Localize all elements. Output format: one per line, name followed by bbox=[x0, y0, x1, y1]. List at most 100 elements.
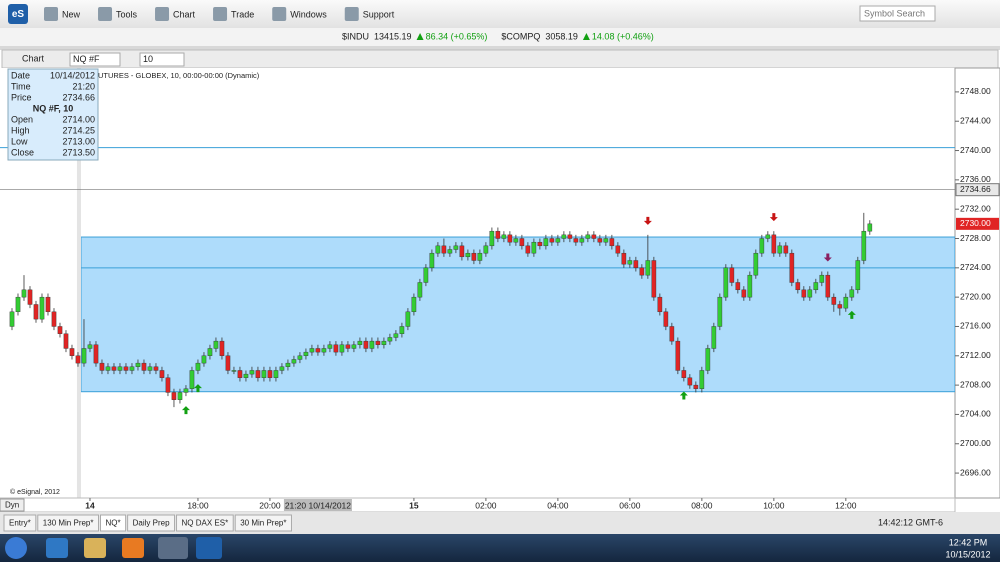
x-tick-label: 10:00 bbox=[763, 500, 785, 510]
candle-body bbox=[429, 252, 435, 269]
info-value: 10/14/2012 bbox=[50, 70, 95, 80]
toolbar-icon[interactable] bbox=[98, 7, 113, 21]
candle-body bbox=[501, 234, 507, 239]
candle-body bbox=[165, 377, 171, 393]
candle-body bbox=[261, 370, 267, 378]
toolbar-button[interactable]: Support bbox=[363, 9, 395, 19]
candle-body bbox=[579, 238, 585, 243]
candle-body bbox=[735, 282, 741, 291]
candle-body bbox=[9, 311, 15, 327]
symbol-input[interactable] bbox=[69, 52, 121, 67]
tab[interactable] bbox=[100, 514, 127, 532]
toolbar-icon[interactable] bbox=[44, 7, 58, 21]
candle-body bbox=[471, 252, 477, 261]
start-button[interactable] bbox=[5, 537, 27, 559]
candle-body bbox=[399, 326, 405, 334]
candle-body bbox=[225, 355, 231, 371]
x-tick-label: 12:00 bbox=[835, 500, 857, 510]
toolbar-button[interactable]: New bbox=[62, 9, 81, 19]
candle-body bbox=[351, 344, 357, 349]
candle-body bbox=[651, 260, 657, 298]
interval: 10 bbox=[143, 54, 153, 64]
candle-body bbox=[93, 344, 99, 364]
candle-body bbox=[387, 337, 393, 342]
symbol: NQ #F bbox=[73, 54, 100, 64]
toolbar-icon[interactable] bbox=[272, 7, 287, 21]
candle-body bbox=[273, 370, 279, 378]
window-title: Chart bbox=[22, 53, 45, 63]
y-tick-label: 2708.00 bbox=[960, 379, 991, 389]
taskbar-app[interactable] bbox=[122, 538, 144, 558]
tab-label[interactable]: NQ DAX ES* bbox=[182, 519, 229, 528]
mode-box[interactable] bbox=[0, 498, 25, 512]
candle-body bbox=[663, 311, 669, 327]
candle-body bbox=[27, 289, 33, 305]
taskbar-app[interactable] bbox=[158, 537, 188, 559]
copyright: © eSignal, 2012 bbox=[10, 488, 60, 496]
app-logo[interactable] bbox=[8, 4, 28, 24]
x-tick-label: 02:00 bbox=[475, 500, 497, 510]
tab[interactable] bbox=[127, 514, 176, 532]
tab[interactable] bbox=[176, 514, 234, 532]
info-value: 2714.00 bbox=[62, 114, 95, 124]
candle-body bbox=[249, 370, 255, 375]
tab-label[interactable]: Entry* bbox=[9, 519, 31, 528]
candle-body bbox=[669, 326, 675, 342]
toolbar-icon[interactable] bbox=[344, 7, 359, 21]
tabs: Entry* 130 Min Prep* NQ* Daily Prep NQ DAX E… bbox=[3, 514, 292, 532]
candle-body bbox=[123, 366, 129, 371]
candle-body bbox=[405, 311, 411, 327]
y-tick-label: 2748.00 bbox=[960, 86, 991, 96]
candle-body bbox=[297, 355, 303, 360]
interval-input[interactable] bbox=[139, 52, 185, 67]
taskbar-app[interactable] bbox=[84, 538, 106, 558]
candle-body bbox=[213, 340, 219, 349]
candle-body bbox=[171, 392, 177, 400]
info-value: 2713.50 bbox=[62, 147, 95, 157]
tab[interactable] bbox=[37, 514, 99, 532]
taskbar-app[interactable] bbox=[196, 537, 222, 559]
candle-body bbox=[519, 238, 525, 247]
candle-body bbox=[105, 366, 111, 371]
candle-body bbox=[135, 362, 141, 367]
toolbar-icon[interactable] bbox=[213, 7, 228, 21]
toolbar-button[interactable]: Windows bbox=[290, 9, 327, 19]
info-key: Close bbox=[11, 147, 34, 157]
tab-label[interactable]: 30 Min Prep* bbox=[240, 519, 286, 528]
candle-body bbox=[867, 223, 873, 232]
taskbar-app[interactable] bbox=[46, 538, 68, 558]
crosshair-price: 2734.66 bbox=[960, 184, 991, 194]
candle-body bbox=[33, 304, 39, 320]
candle-body bbox=[177, 392, 183, 400]
candle-body bbox=[507, 234, 513, 243]
candle-body bbox=[87, 344, 93, 349]
toolbar-button[interactable]: Tools bbox=[116, 9, 138, 19]
search-box[interactable] bbox=[859, 5, 936, 22]
chart-title: UTURES - GLOBEX, 10, 00:00-00:00 (Dynami… bbox=[98, 71, 260, 80]
candle-body bbox=[747, 274, 753, 298]
tab-label[interactable]: Daily Prep bbox=[133, 519, 170, 528]
candle-body bbox=[321, 348, 327, 353]
candle-body bbox=[795, 282, 801, 291]
candle-body bbox=[657, 296, 663, 313]
tab-label[interactable]: 130 Min Prep* bbox=[43, 519, 94, 528]
y-tick-label: 2728.00 bbox=[960, 233, 991, 243]
candle-body bbox=[567, 234, 573, 239]
toolbar-button[interactable]: Trade bbox=[231, 9, 254, 19]
tab[interactable] bbox=[3, 514, 37, 532]
toolbar-buttons: New Tools Chart Trade Windows Support bbox=[44, 7, 395, 21]
tab[interactable] bbox=[234, 514, 292, 532]
info-value: 2734.66 bbox=[62, 92, 95, 102]
tab-label[interactable]: NQ* bbox=[106, 519, 121, 528]
candle-body bbox=[825, 274, 831, 298]
candle-body bbox=[597, 238, 603, 243]
last-price-box bbox=[956, 217, 999, 230]
x-tick-label: 18:00 bbox=[187, 500, 209, 510]
toolbar-button[interactable]: Chart bbox=[173, 9, 196, 19]
signal-arrow bbox=[847, 310, 856, 319]
toolbar-icon[interactable] bbox=[155, 7, 170, 21]
candle-body bbox=[219, 340, 225, 356]
candle-body bbox=[645, 260, 651, 276]
candle-body bbox=[39, 296, 45, 320]
